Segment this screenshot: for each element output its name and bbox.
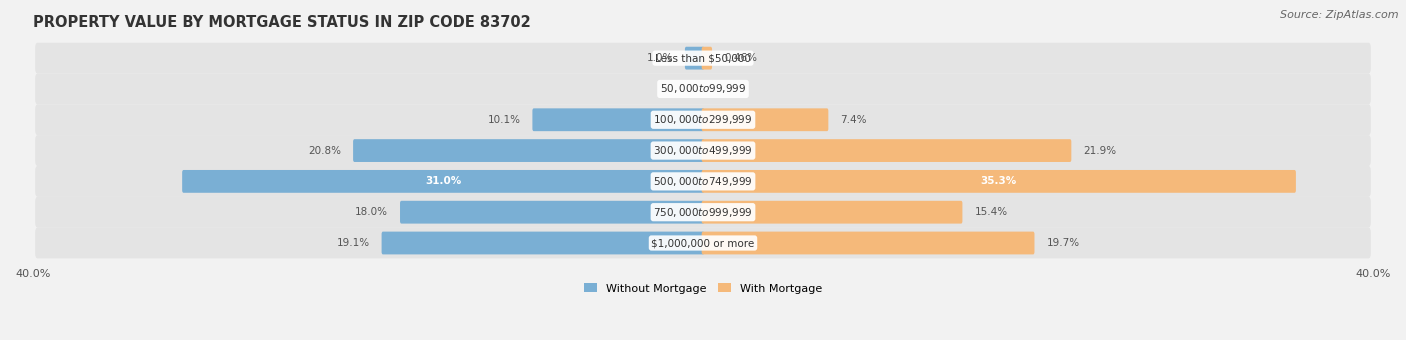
FancyBboxPatch shape	[702, 201, 963, 224]
Text: 31.0%: 31.0%	[425, 176, 461, 186]
FancyBboxPatch shape	[702, 170, 1296, 193]
FancyBboxPatch shape	[35, 227, 1371, 258]
Text: $300,000 to $499,999: $300,000 to $499,999	[654, 144, 752, 157]
Text: 18.0%: 18.0%	[354, 207, 388, 217]
Text: 0.46%: 0.46%	[724, 53, 756, 63]
Text: $50,000 to $99,999: $50,000 to $99,999	[659, 82, 747, 96]
Text: 7.4%: 7.4%	[841, 115, 868, 125]
FancyBboxPatch shape	[35, 166, 1371, 197]
Text: $100,000 to $299,999: $100,000 to $299,999	[654, 113, 752, 126]
FancyBboxPatch shape	[401, 201, 704, 224]
Text: 19.1%: 19.1%	[336, 238, 370, 248]
FancyBboxPatch shape	[35, 104, 1371, 135]
Text: 20.8%: 20.8%	[308, 146, 342, 156]
Legend: Without Mortgage, With Mortgage: Without Mortgage, With Mortgage	[579, 279, 827, 298]
Text: 10.1%: 10.1%	[488, 115, 520, 125]
Text: PROPERTY VALUE BY MORTGAGE STATUS IN ZIP CODE 83702: PROPERTY VALUE BY MORTGAGE STATUS IN ZIP…	[32, 15, 530, 30]
Text: $1,000,000 or more: $1,000,000 or more	[651, 238, 755, 248]
Text: Less than $50,000: Less than $50,000	[655, 53, 751, 63]
FancyBboxPatch shape	[35, 73, 1371, 104]
Text: 19.7%: 19.7%	[1046, 238, 1080, 248]
Text: $500,000 to $749,999: $500,000 to $749,999	[654, 175, 752, 188]
FancyBboxPatch shape	[702, 47, 711, 70]
FancyBboxPatch shape	[702, 232, 1035, 254]
FancyBboxPatch shape	[702, 139, 1071, 162]
FancyBboxPatch shape	[183, 170, 704, 193]
Text: 1.0%: 1.0%	[647, 53, 673, 63]
Text: $750,000 to $999,999: $750,000 to $999,999	[654, 206, 752, 219]
FancyBboxPatch shape	[35, 43, 1371, 73]
Text: 15.4%: 15.4%	[974, 207, 1008, 217]
FancyBboxPatch shape	[685, 47, 704, 70]
Text: 21.9%: 21.9%	[1084, 146, 1116, 156]
FancyBboxPatch shape	[702, 108, 828, 131]
FancyBboxPatch shape	[35, 135, 1371, 166]
Text: 35.3%: 35.3%	[980, 176, 1017, 186]
FancyBboxPatch shape	[353, 139, 704, 162]
FancyBboxPatch shape	[533, 108, 704, 131]
FancyBboxPatch shape	[381, 232, 704, 254]
Text: Source: ZipAtlas.com: Source: ZipAtlas.com	[1281, 10, 1399, 20]
FancyBboxPatch shape	[35, 197, 1371, 227]
